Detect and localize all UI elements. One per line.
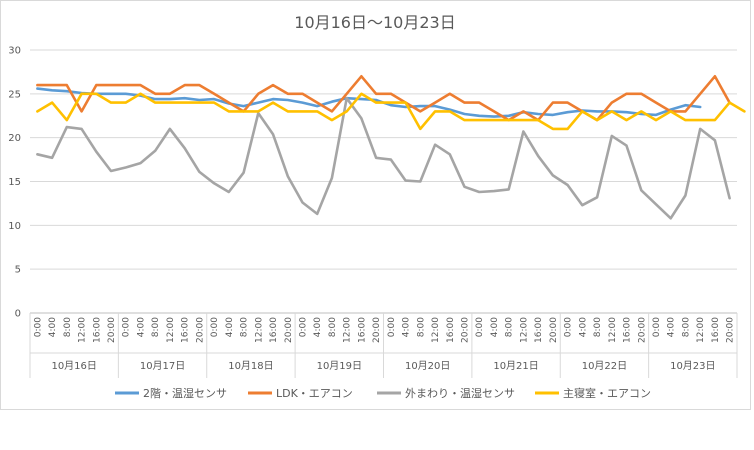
y-tick-label: 5 xyxy=(15,265,21,276)
x-tick-label: 20:00 xyxy=(726,317,736,343)
x-tick-label: 16:00 xyxy=(711,317,721,343)
x-tick-label: 12:00 xyxy=(519,317,529,343)
x-tick-label: 16:00 xyxy=(92,317,102,343)
x-tick-label: 8:00 xyxy=(505,317,515,337)
x-tick-label: 12:00 xyxy=(696,317,706,343)
legend-label: 外まわり・温湿センサ xyxy=(405,387,515,400)
y-axis: 0 5 10 15 20 25 30 xyxy=(8,46,21,320)
y-tick-label: 20 xyxy=(8,133,21,144)
y-tick-label: 15 xyxy=(8,177,21,188)
x-tick-label: 8:00 xyxy=(593,317,603,337)
x-tick-label: 4:00 xyxy=(225,317,235,337)
day-label: 10月16日 xyxy=(51,360,96,372)
x-tick-label: 20:00 xyxy=(549,317,559,343)
x-tick-label: 4:00 xyxy=(402,317,412,337)
x-tick-label: 12:00 xyxy=(166,317,176,343)
x-tick-label: 8:00 xyxy=(328,317,338,337)
x-tick-label: 20:00 xyxy=(637,317,647,343)
x-tick-label: 16:00 xyxy=(357,317,367,343)
x-axis: 0:00 4:00 8:00 12:00 16:00 20:00 10月16日 0:00 4:0… xyxy=(29,313,738,378)
gridlines xyxy=(30,49,737,314)
chart-frame xyxy=(0,0,751,410)
x-tick-label: 12:00 xyxy=(78,317,88,343)
x-tick-label: 8:00 xyxy=(151,317,161,337)
x-tick-label: 0:00 xyxy=(298,317,308,337)
series-line-3 xyxy=(36,96,731,220)
x-tick-label: 0:00 xyxy=(564,317,574,337)
legend: 2階・温湿センサ LDK・エアコン 外まわり・温湿センサ 主寝室・エアコン xyxy=(115,386,651,400)
x-tick-label: 8:00 xyxy=(240,317,250,337)
x-tick-label: 0:00 xyxy=(33,317,43,337)
x-tick-label: 20:00 xyxy=(195,317,205,343)
x-tick-label: 8:00 xyxy=(681,317,691,337)
x-tick-label: 0:00 xyxy=(210,317,220,337)
x-tick-label: 4:00 xyxy=(667,317,677,337)
x-tick-label: 16:00 xyxy=(446,317,456,343)
chart-title: 10月16日～10月23日 xyxy=(294,13,455,32)
x-tick-label: 8:00 xyxy=(63,317,73,337)
x-tick-label: 0:00 xyxy=(387,317,397,337)
day-label: 10月19日 xyxy=(317,360,362,372)
day-label: 10月17日 xyxy=(140,360,185,372)
x-tick-label: 12:00 xyxy=(431,317,441,343)
x-tick-label: 0:00 xyxy=(652,317,662,337)
y-tick-label: 25 xyxy=(8,89,21,100)
x-tick-label: 20:00 xyxy=(372,317,382,343)
series-lines xyxy=(36,75,746,220)
y-tick-label: 0 xyxy=(15,309,21,320)
x-tick-label: 16:00 xyxy=(623,317,633,343)
series-line-4 xyxy=(36,92,746,131)
x-tick-label: 20:00 xyxy=(284,317,294,343)
x-tick-label: 4:00 xyxy=(48,317,58,337)
x-tick-label: 16:00 xyxy=(269,317,279,343)
x-tick-label: 0:00 xyxy=(475,317,485,337)
x-tick-label: 20:00 xyxy=(461,317,471,343)
x-tick-label: 0:00 xyxy=(122,317,132,337)
x-tick-label: 4:00 xyxy=(578,317,588,337)
legend-label: 主寝室・エアコン xyxy=(563,386,651,400)
day-label: 10月21日 xyxy=(493,360,538,372)
day-label: 10月23日 xyxy=(670,360,715,372)
x-tick-label: 20:00 xyxy=(107,317,117,343)
series-line-2 xyxy=(36,75,731,122)
y-tick-label: 10 xyxy=(8,221,21,232)
legend-label: 2階・温湿センサ xyxy=(143,386,227,400)
day-label: 10月18日 xyxy=(228,360,273,372)
series-line-1 xyxy=(36,87,702,118)
x-tick-label: 8:00 xyxy=(416,317,426,337)
x-tick-label: 16:00 xyxy=(534,317,544,343)
y-tick-label: 30 xyxy=(8,46,21,57)
x-tick-label: 12:00 xyxy=(608,317,618,343)
day-label: 10月22日 xyxy=(582,360,627,372)
x-tick-label: 12:00 xyxy=(343,317,353,343)
day-label: 10月20日 xyxy=(405,360,450,372)
x-tick-label: 12:00 xyxy=(254,317,264,343)
x-tick-label: 4:00 xyxy=(136,317,146,337)
x-tick-label: 16:00 xyxy=(181,317,191,343)
legend-label: LDK・エアコン xyxy=(276,387,353,400)
x-tick-label: 4:00 xyxy=(490,317,500,337)
x-tick-label: 4:00 xyxy=(313,317,323,337)
